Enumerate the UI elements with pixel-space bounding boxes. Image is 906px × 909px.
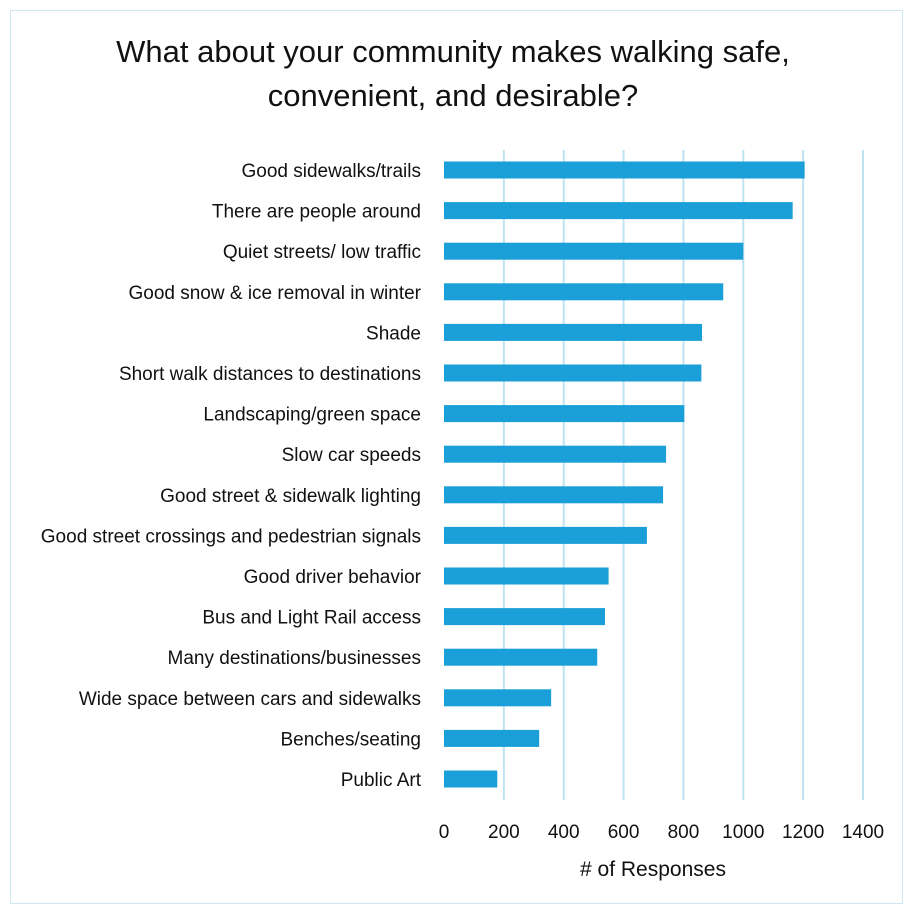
category-label: Shade	[366, 323, 421, 344]
chart-title-line-1: What about your community makes walking …	[116, 34, 790, 69]
category-label: Many destinations/businesses	[168, 648, 421, 669]
category-label: Bus and Light Rail access	[202, 608, 421, 629]
category-label: Quiet streets/ low traffic	[223, 242, 421, 263]
x-tick-label: 400	[548, 822, 580, 843]
bar	[444, 567, 609, 585]
bar	[444, 729, 540, 747]
category-label: Slow car speeds	[282, 445, 421, 466]
bar	[444, 283, 724, 301]
chart-title: What about your community makes walking …	[0, 30, 906, 118]
x-tick-label: 200	[488, 822, 520, 843]
category-labels: Good sidewalks/trails There are people ar…	[41, 161, 422, 791]
x-tick-label: 1200	[782, 822, 824, 843]
bar	[444, 161, 805, 179]
category-label: Good street crossings and pedestrian sig…	[41, 526, 421, 547]
bar	[444, 526, 647, 544]
bar	[444, 445, 667, 463]
bar	[444, 405, 685, 423]
category-label: Good snow & ice removal in winter	[128, 283, 421, 304]
category-label: Public Art	[341, 770, 422, 791]
bar	[444, 202, 793, 220]
bar	[444, 323, 702, 341]
x-tick-labels: 0 200 400 600 800 1000 1200 1400	[439, 822, 884, 843]
bar	[444, 486, 664, 504]
bar	[444, 689, 552, 707]
bar	[444, 364, 702, 382]
category-label: There are people around	[212, 202, 421, 223]
x-axis-title: # of Responses	[580, 858, 726, 881]
x-tick-label: 0	[439, 822, 450, 843]
x-tick-label: 1000	[722, 822, 764, 843]
x-tick-label: 800	[668, 822, 700, 843]
category-label: Good street & sidewalk lighting	[160, 486, 421, 507]
x-tick-label: 600	[608, 822, 640, 843]
bar	[444, 770, 498, 788]
category-label: Wide space between cars and sidewalks	[79, 689, 421, 710]
chart-title-line-2: convenient, and desirable?	[267, 78, 639, 113]
category-label: Short walk distances to destinations	[119, 364, 421, 385]
category-label: Good driver behavior	[244, 567, 422, 588]
x-tick-label: 1400	[842, 822, 884, 843]
bars	[444, 161, 805, 788]
category-label: Benches/seating	[281, 729, 422, 750]
bar	[444, 648, 598, 666]
category-label: Landscaping/green space	[203, 405, 421, 426]
bar	[444, 242, 744, 260]
category-label: Good sidewalks/trails	[241, 161, 421, 182]
bar	[444, 608, 606, 626]
